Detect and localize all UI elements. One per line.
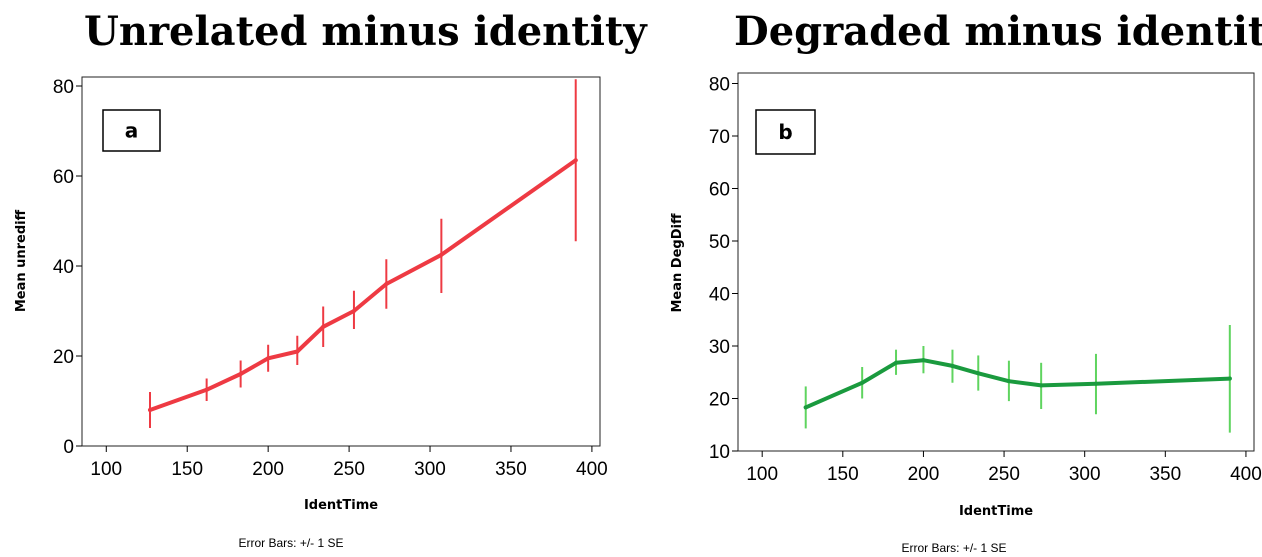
- chart-b-x-tick-label: 100: [746, 464, 778, 485]
- chart-b-y-tick-label: 10: [709, 442, 730, 463]
- chart-b-y-tick-label: 20: [709, 390, 730, 411]
- chart-b-y-axis-label: Mean DegDiff: [670, 213, 685, 312]
- chart-a-x-tick-label: 350: [495, 459, 527, 480]
- chart-b-series-line: [803, 358, 1232, 410]
- chart-a-y-tick-label: 80: [53, 77, 74, 98]
- chart-b-data-point: [921, 358, 926, 363]
- chart-b-data-point: [1227, 376, 1232, 381]
- chart-b-x-tick-label: 200: [908, 464, 940, 485]
- chart-b-data-point: [976, 371, 981, 376]
- chart-b-data-point: [803, 405, 808, 410]
- chart-a-x-tick-label: 100: [90, 459, 122, 480]
- chart-a-data-point: [266, 356, 271, 361]
- chart-b-footnote: Error Bars: +/- 1 SE: [901, 541, 1006, 555]
- chart-a-plot-area: [81, 76, 601, 447]
- chart-b-y-tick-label: 40: [709, 285, 730, 306]
- chart-a-y-tick-label: 60: [53, 167, 74, 188]
- chart-b-y-tick-label: 70: [709, 127, 730, 148]
- chart-a-footnote: Error Bars: +/- 1 SE: [238, 536, 343, 550]
- chart-a-y-tick-label: 0: [63, 437, 74, 458]
- chart-a-y-axis-label: Mean unrediff: [14, 209, 29, 312]
- chart-b-x-tick-label: 150: [827, 464, 859, 485]
- chart-b-y-tick-label: 30: [709, 337, 730, 358]
- chart-b-data-point: [1093, 381, 1098, 386]
- chart-a-data-point: [573, 158, 578, 163]
- chart-a-x-tick-label: 250: [333, 459, 365, 480]
- chart-b-y-tick-label: 50: [709, 232, 730, 253]
- chart-b-title: Degraded minus identity: [734, 8, 1262, 55]
- chart-b-data-point: [950, 363, 955, 368]
- chart-a-title: Unrelated minus identity: [84, 8, 647, 55]
- chart-b-panel-label-box: [755, 109, 816, 155]
- chart-a-panel-label-box: [102, 109, 161, 152]
- chart-a-data-point: [204, 387, 209, 392]
- chart-b-data-point: [894, 360, 899, 365]
- chart-b-data-point: [1039, 383, 1044, 388]
- chart-a-x-axis-label: IdentTime: [304, 498, 378, 513]
- chart-b-x-tick-label: 300: [1069, 464, 1101, 485]
- chart-a-data-point: [147, 408, 152, 412]
- chart-a-y-tick-label: 20: [53, 347, 74, 368]
- chart-a-data-point: [321, 324, 326, 329]
- chart-a-x-tick-label: 300: [414, 459, 446, 480]
- chart-a-y-tick-label: 40: [53, 257, 74, 278]
- chart-b-x-tick-label: 250: [988, 464, 1020, 485]
- chart-b-y-tick-label: 60: [709, 180, 730, 201]
- chart-a-data-point: [439, 252, 444, 257]
- chart-a-x-tick-label: 150: [171, 459, 203, 480]
- chart-a-x-tick-label: 200: [252, 459, 284, 480]
- chart-b-x-tick-label: 400: [1230, 464, 1262, 485]
- chart-a-data-point: [351, 309, 356, 313]
- chart-b-data-point: [860, 380, 865, 385]
- chart-a-panel-label: a: [125, 119, 139, 143]
- chart-b-plot-area: [737, 72, 1255, 452]
- chart-b-y-tick-label: 80: [709, 75, 730, 96]
- chart-b-data-point: [1006, 379, 1011, 384]
- chart-b-x-tick-label: 350: [1149, 464, 1181, 485]
- chart-a-data-point: [295, 349, 300, 354]
- chart-a-data-point: [238, 372, 243, 376]
- chart-b-panel-label: b: [778, 120, 792, 144]
- chart-a-x-tick-label: 400: [576, 459, 608, 480]
- chart-a-data-point: [384, 282, 389, 286]
- chart-b-x-axis-label: IdentTime: [959, 504, 1033, 519]
- chart-a-series-line: [148, 158, 578, 412]
